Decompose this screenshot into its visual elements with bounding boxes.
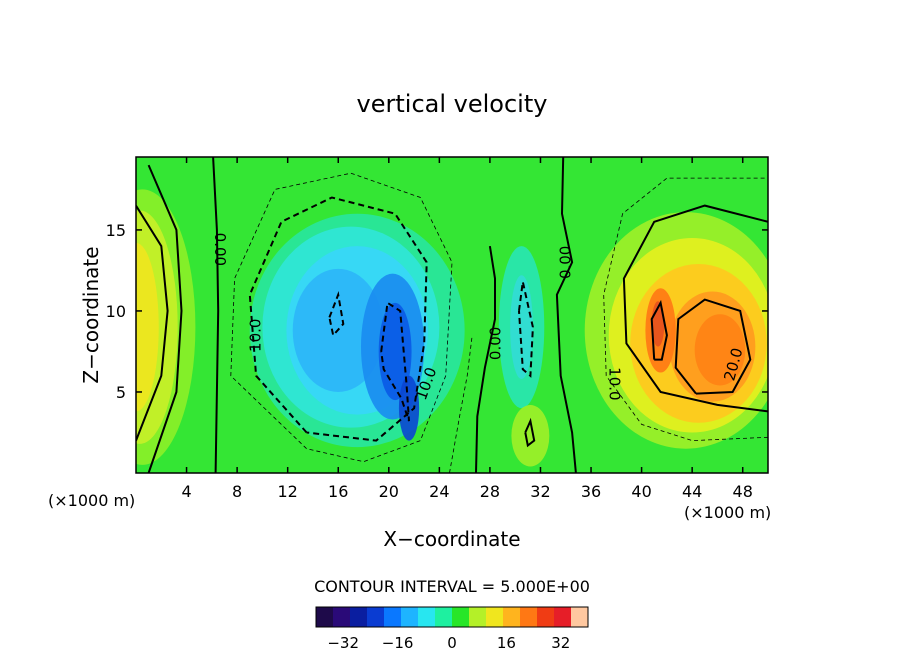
- colorbar-swatch: [401, 607, 419, 627]
- x-tick-label: 4: [181, 482, 191, 501]
- contour-neg-small: [518, 281, 534, 378]
- x-tick-label: 36: [581, 482, 601, 501]
- contour-left-10: [147, 164, 183, 473]
- contour-neg-15-left: [328, 290, 345, 338]
- x-tick-label: 28: [480, 482, 500, 501]
- y-axis-label: Z−coordinate: [79, 246, 103, 383]
- contour-interval-text: CONTOUR INTERVAL = 5.000E+00: [314, 577, 590, 596]
- zero-line-middle: [475, 245, 496, 473]
- colorbar-tick-label: 0: [447, 634, 457, 652]
- colorbar-tick-label: 32: [551, 634, 570, 652]
- x-tick-label: 8: [232, 482, 242, 501]
- colorbar-swatch: [503, 607, 521, 627]
- zero-line-right: [555, 157, 577, 473]
- y-tick-label: 15: [106, 221, 126, 240]
- contour-neg-10: [248, 196, 428, 442]
- x-tick-label: 24: [429, 482, 449, 501]
- y-tick-label: 10: [106, 302, 126, 321]
- field-pos-right-peak: [694, 314, 746, 386]
- x-axis-label: X−coordinate: [383, 527, 520, 551]
- colorbar-swatch: [571, 607, 589, 627]
- colorbar-swatch: [469, 607, 487, 627]
- colorbar-swatch: [333, 607, 351, 627]
- colorbar-swatch: [316, 607, 334, 627]
- colorbar-frame: [315, 606, 589, 628]
- x-unit-left: (×1000 m): [48, 491, 135, 510]
- plot-frame: [135, 156, 769, 474]
- colorbar-tick-label: −32: [327, 634, 359, 652]
- x-tick-label: 40: [631, 482, 651, 501]
- contour-neg-5: [230, 172, 453, 463]
- field-neg-small-core: [510, 275, 533, 380]
- colorbar-swatch: [452, 607, 470, 627]
- colorbar-swatch: [537, 607, 555, 627]
- chart-title: vertical velocity: [357, 90, 548, 118]
- contour-label: 0.00: [211, 233, 229, 266]
- contour-label: 0.00: [487, 327, 505, 360]
- contour-pos-10: [622, 204, 768, 413]
- contour-pos-20: [674, 298, 752, 395]
- contour-label: 10.0: [247, 319, 265, 352]
- contour-label: 10.0: [605, 367, 623, 400]
- colorbar: −32 −16 0 16 32: [315, 606, 589, 652]
- field-pos-left-core: [136, 242, 159, 412]
- x-tick-label: 32: [530, 482, 550, 501]
- x-tick-label: 44: [682, 482, 702, 501]
- colorbar-swatch: [350, 607, 368, 627]
- contour-label: 0.00: [556, 246, 574, 279]
- x-tick-label: 20: [379, 482, 399, 501]
- contour-pos-5: [603, 177, 768, 442]
- contour-neg-20: [380, 301, 410, 422]
- colorbar-swatch: [384, 607, 402, 627]
- contour-pos-20-narrow: [650, 299, 668, 361]
- x-tick-label: 48: [733, 482, 753, 501]
- zero-line-left: [212, 157, 220, 473]
- x-unit-right: (×1000 m): [684, 503, 771, 522]
- colorbar-swatch: [435, 607, 453, 627]
- colorbar-swatch: [554, 607, 572, 627]
- colorbar-swatch: [367, 607, 385, 627]
- y-tick-label: 5: [116, 383, 126, 402]
- colorbar-tick-label: 16: [497, 634, 516, 652]
- x-tick-label: 16: [328, 482, 348, 501]
- x-tick-label: 12: [278, 482, 298, 501]
- contour-left-15: [136, 205, 169, 441]
- colorbar-swatch: [486, 607, 504, 627]
- field-pos-small: [511, 404, 550, 467]
- colorbar-swatch: [520, 607, 538, 627]
- colorbar-swatch: [418, 607, 436, 627]
- contour-pos-small: [524, 417, 536, 448]
- contour-mid-thin: [449, 335, 473, 473]
- colorbar-tick-label: −16: [382, 634, 414, 652]
